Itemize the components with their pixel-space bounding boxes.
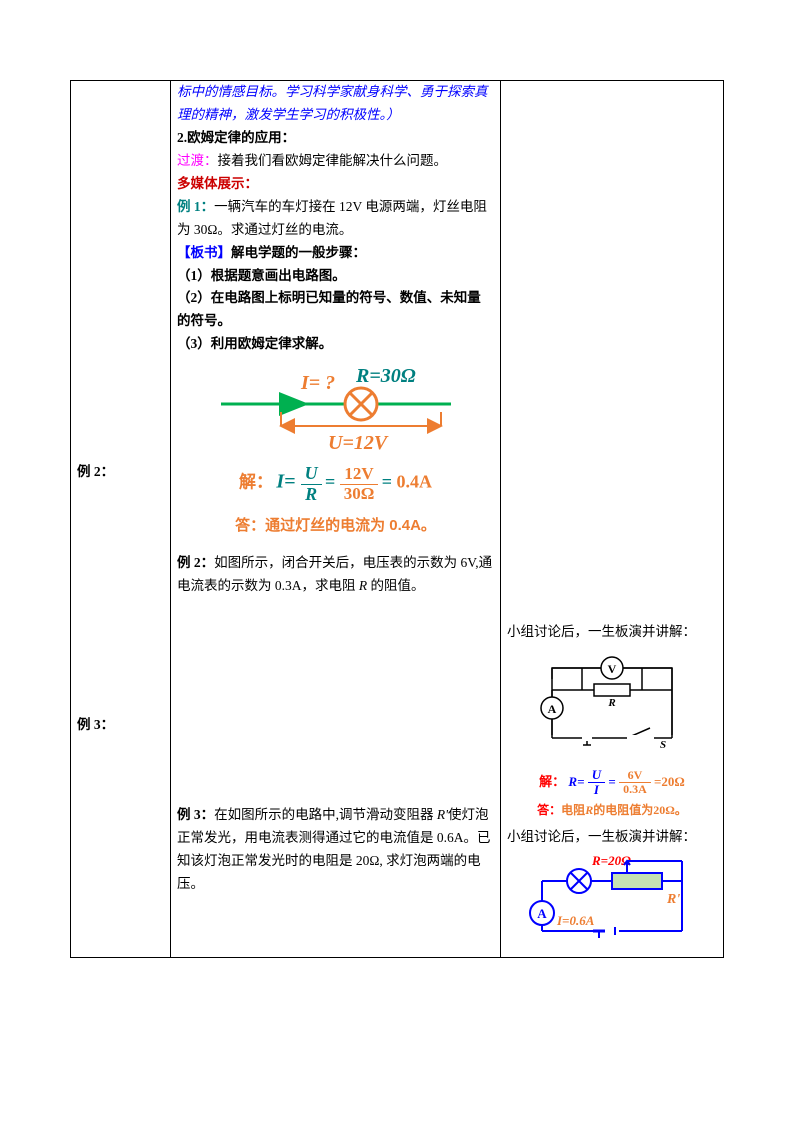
ex2-left-label: 例 2： bbox=[77, 461, 164, 484]
ex3-left-label: 例 3： bbox=[77, 714, 164, 737]
discuss1: 小组讨论后，一生板演并讲解： bbox=[507, 621, 717, 644]
solution-formula-2: 解： R= UI = 6V 0.3A =20Ω bbox=[507, 762, 717, 800]
svg-text:A: A bbox=[537, 906, 547, 921]
circuit-diagram-2: V R A S bbox=[532, 648, 692, 758]
example3: 例 3：在如图所示的电路中,调节滑动变阻器 R'使灯泡正常发光，用电流表测得通过… bbox=[177, 804, 494, 896]
transition-label: 过渡： bbox=[177, 153, 218, 168]
intro-text: 标中的情感目标。学习科学家献身科学、勇于探索真理的精神，激发学生学习的积极性。） bbox=[177, 81, 494, 127]
result: 0.4A bbox=[396, 472, 432, 492]
solution-answer-2: 答：电阻R的电阻值为20Ω。 bbox=[507, 800, 717, 826]
circuit-diagram-3: R=20Ω R' A I=0.6A bbox=[527, 853, 697, 953]
ex1-text: 一辆汽车的车灯接在 12V 电源两端，灯丝电阻为 30Ω。求通过灯丝的电流。 bbox=[177, 199, 487, 237]
ex3-text: 在如图所示的电路中,调节滑动变阻器 bbox=[214, 807, 437, 822]
svg-text:I=0.6A: I=0.6A bbox=[556, 913, 595, 928]
ex3-label: 例 3： bbox=[177, 807, 214, 822]
steps-title: 解电学题的一般步骤： bbox=[231, 245, 366, 260]
right-column: 小组讨论后，一生板演并讲解： V R A S 解： bbox=[501, 81, 724, 958]
step2: （2）在电路图上标明已知量的符号、数值、未知量的符号。 bbox=[177, 287, 494, 333]
ex2-R: R bbox=[359, 578, 367, 593]
left-column: 例 2： 例 3： bbox=[71, 81, 171, 958]
ex1-label: 例 1： bbox=[177, 199, 214, 214]
steps-label: 【板书】 bbox=[177, 245, 231, 260]
step3: （3）利用欧姆定律求解。 bbox=[177, 333, 494, 356]
lesson-table: 例 2： 例 3： 标中的情感目标。学习科学家献身科学、勇于探索真理的精神，激发… bbox=[70, 80, 724, 958]
svg-text:R=30Ω: R=30Ω bbox=[355, 365, 416, 387]
section-title: 2.欧姆定律的应用： bbox=[177, 127, 494, 150]
circuit-diagram-1: I= ? R=30Ω U=12V bbox=[177, 356, 494, 456]
ex2-text: 如图所示，闭合开关后，电压表的示数为 6V,通电流表的示数为 0.3A，求电阻 bbox=[177, 555, 492, 593]
example1: 例 1：一辆汽车的车灯接在 12V 电源两端，灯丝电阻为 30Ω。求通过灯丝的电… bbox=[177, 196, 494, 242]
svg-text:A: A bbox=[548, 702, 557, 716]
ex2-label: 例 2： bbox=[177, 555, 214, 570]
sol-prefix: 解： bbox=[239, 473, 273, 492]
svg-text:R': R' bbox=[666, 892, 680, 907]
transition-text: 接着我们看欧姆定律能解决什么问题。 bbox=[218, 153, 448, 168]
svg-text:U=12V: U=12V bbox=[328, 432, 389, 454]
answer1: 答：通过灯丝的电流为 0.4A。 bbox=[177, 513, 494, 547]
svg-text:V: V bbox=[608, 662, 617, 676]
example2: 例 2：如图所示，闭合开关后，电压表的示数为 6V,通电流表的示数为 0.3A，… bbox=[177, 546, 494, 604]
svg-text:R=20Ω: R=20Ω bbox=[591, 853, 631, 868]
transition-line: 过渡：接着我们看欧姆定律能解决什么问题。 bbox=[177, 150, 494, 173]
formula-ex1: 解： I= UR = 12V 30Ω = 0.4A bbox=[177, 456, 494, 513]
middle-column: 标中的情感目标。学习科学家献身科学、勇于探索真理的精神，激发学生学习的积极性。）… bbox=[171, 81, 501, 958]
steps-heading: 【板书】解电学题的一般步骤： bbox=[177, 242, 494, 265]
step1: （1）根据题意画出电路图。 bbox=[177, 265, 494, 288]
media-label: 多媒体展示： bbox=[177, 173, 494, 196]
svg-text:R: R bbox=[607, 697, 615, 709]
svg-text:I= ?: I= ? bbox=[300, 372, 335, 394]
discuss2: 小组讨论后，一生板演并讲解： bbox=[507, 826, 717, 849]
